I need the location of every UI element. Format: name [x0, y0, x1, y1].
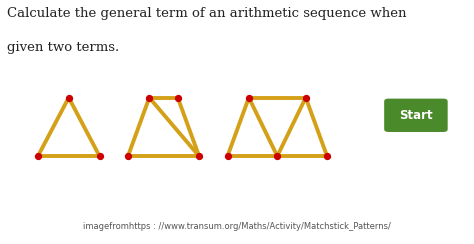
Point	[245, 96, 253, 100]
Point	[273, 154, 281, 158]
Point	[195, 154, 203, 158]
Point	[65, 96, 73, 100]
Point	[146, 96, 153, 100]
FancyBboxPatch shape	[385, 99, 447, 131]
Point	[174, 96, 182, 100]
Point	[224, 154, 231, 158]
Point	[302, 96, 310, 100]
Text: given two terms.: given two terms.	[7, 41, 119, 54]
Text: imagefromhttps : //www.transum.org/Maths/Activity/Matchstick_Patterns/: imagefromhttps : //www.transum.org/Maths…	[83, 223, 391, 231]
Point	[96, 154, 103, 158]
Point	[34, 154, 42, 158]
Point	[323, 154, 331, 158]
Text: Start: Start	[399, 109, 433, 122]
Text: Calculate the general term of an arithmetic sequence when: Calculate the general term of an arithme…	[7, 7, 407, 20]
Point	[124, 154, 132, 158]
